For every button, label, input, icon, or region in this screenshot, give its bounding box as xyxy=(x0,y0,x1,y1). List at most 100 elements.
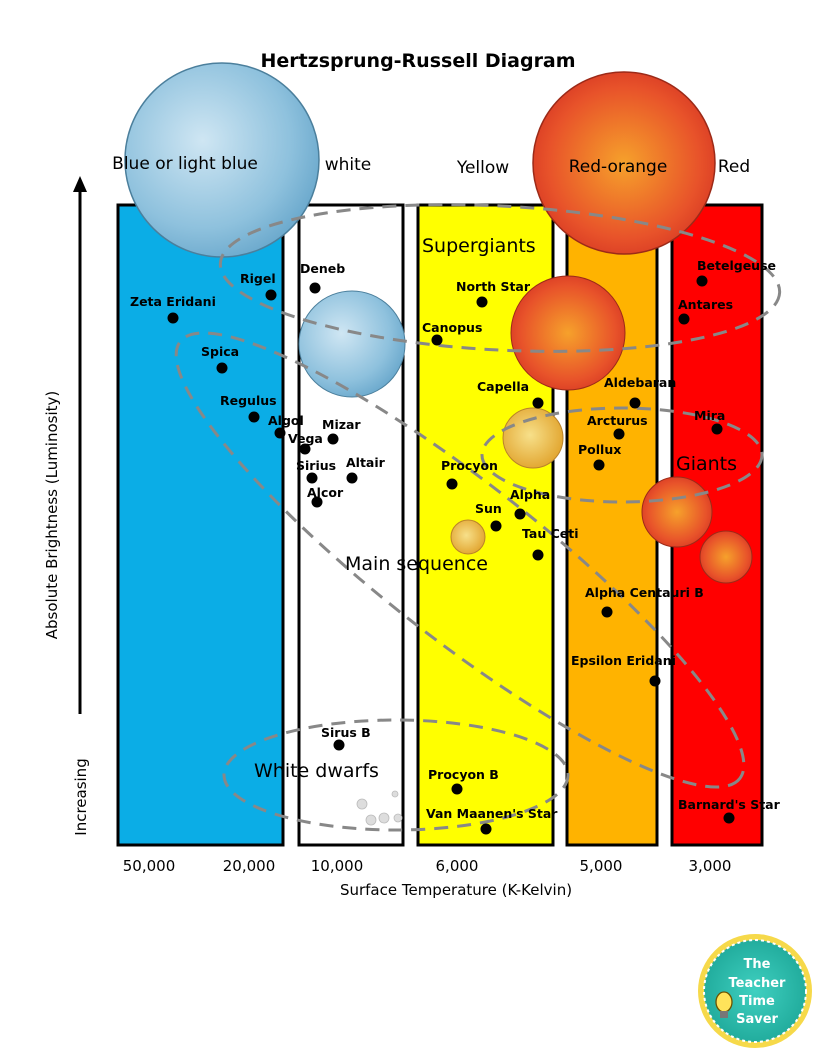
star-dot-zeta-eridani xyxy=(167,312,179,324)
supergiants-region xyxy=(218,203,782,353)
star-label-procyon: Procyon xyxy=(441,458,498,473)
band-label-red: Red xyxy=(718,157,750,177)
large-red-star xyxy=(532,71,716,255)
star-dot-north-star xyxy=(476,296,488,308)
star-label-sirius: Sirius xyxy=(296,458,336,473)
star-dot-regulus xyxy=(248,411,260,423)
star-dot-alpha xyxy=(514,508,526,520)
star-label-alpha-centauri-b: Alpha Centauri B xyxy=(585,585,704,600)
star-label-mizar: Mizar xyxy=(322,417,361,432)
star-dot-procyon xyxy=(446,478,458,490)
star-dot-procyon-b xyxy=(451,783,463,795)
star-dot-deneb xyxy=(309,282,321,294)
star-dot-rigel xyxy=(265,289,277,301)
y-axis-direction-label: Increasing xyxy=(72,758,90,835)
medium-blue-star xyxy=(298,290,406,398)
x-tick-20000: 20,000 xyxy=(223,857,276,875)
star-label-zeta-eridani: Zeta Eridani xyxy=(130,294,216,309)
star-label-barnards-star: Barnard's Star xyxy=(678,797,781,812)
badge-line-2: Teacher xyxy=(729,976,787,991)
star-dots xyxy=(167,275,735,835)
star-label-procyon-b: Procyon B xyxy=(428,767,499,782)
giants-region xyxy=(480,406,764,504)
star-dot-canopus xyxy=(431,334,443,346)
star-label-alpha: Alpha xyxy=(510,487,550,502)
red-star-medium xyxy=(641,476,713,548)
star-label-sirus-b: Sirus B xyxy=(321,725,371,740)
band-label-yellow: Yellow xyxy=(456,158,509,178)
star-label-pollux: Pollux xyxy=(578,442,621,457)
teacher-time-saver-badge: The Teacher Time Saver xyxy=(698,934,812,1048)
star-label-capella: Capella xyxy=(477,379,529,394)
medium-red-star xyxy=(510,275,626,391)
star-label-antares: Antares xyxy=(678,297,733,312)
star-dot-sirus-b xyxy=(333,739,345,751)
star-label-algol: Algol xyxy=(268,413,304,428)
star-label-alcor: Alcor xyxy=(307,485,344,500)
main-sequence-region xyxy=(174,331,746,789)
lightbulb-icon xyxy=(715,991,733,1018)
star-label-arcturus: Arcturus xyxy=(587,413,648,428)
star-dot-alcor xyxy=(311,496,323,508)
star-dot-vega xyxy=(299,443,311,455)
star-label-vega: Vega xyxy=(288,431,323,446)
star-dot-alpha-centauri-b xyxy=(601,606,613,618)
star-label-canopus: Canopus xyxy=(422,320,482,335)
region-label-main-sequence: Main sequence xyxy=(345,553,488,575)
star-label-mira: Mira xyxy=(694,408,725,423)
star-dot-capella xyxy=(532,397,544,409)
star-dot-betelgeuse xyxy=(696,275,708,287)
band-label-white: white xyxy=(325,155,372,175)
star-dot-van-maanens-star xyxy=(480,823,492,835)
star-dot-arcturus xyxy=(613,428,625,440)
y-axis-label: Absolute Brightness (Luminosity) xyxy=(43,391,61,640)
star-dot-mira xyxy=(711,423,723,435)
badge-line-4: Saver xyxy=(736,1012,778,1027)
star-label-betelgeuse: Betelgeuse xyxy=(697,258,776,273)
star-dot-mizar xyxy=(327,433,339,445)
x-tick-10000: 10,000 xyxy=(311,857,364,875)
star-labels: Rigel Deneb Zeta Eridani Spica Regulus A… xyxy=(130,258,781,821)
star-label-altair: Altair xyxy=(346,455,386,470)
white-dwarfs-region xyxy=(222,718,570,832)
band-blue xyxy=(116,203,285,847)
badge-line-1: The xyxy=(744,957,771,972)
badge-line-3: Time xyxy=(739,994,775,1009)
white-dwarf-specks xyxy=(356,790,403,826)
star-dot-sun xyxy=(490,520,502,532)
star-label-aldebaran: Aldebaran xyxy=(604,375,676,390)
red-star-small xyxy=(699,530,753,584)
x-tick-50000: 50,000 xyxy=(123,857,176,875)
star-dot-spica xyxy=(216,362,228,374)
region-label-white-dwarfs: White dwarfs xyxy=(254,760,379,782)
x-tick-5000: 5,000 xyxy=(580,857,623,875)
x-axis-label: Surface Temperature (K-Kelvin) xyxy=(340,881,572,899)
region-label-supergiants: Supergiants xyxy=(422,235,536,257)
region-label-giants: Giants xyxy=(676,453,737,475)
x-tick-3000: 3,000 xyxy=(689,857,732,875)
star-label-spica: Spica xyxy=(201,344,239,359)
star-dot-epsilon-eridani xyxy=(649,675,661,687)
star-label-rigel: Rigel xyxy=(240,271,276,286)
x-tick-6000: 6,000 xyxy=(436,857,479,875)
star-label-tau-ceti: Tau Ceti xyxy=(522,526,579,541)
yellow-star-small xyxy=(450,519,486,555)
star-label-north-star: North Star xyxy=(456,279,531,294)
band-label-red-orange: Red-orange xyxy=(569,157,668,177)
star-dot-algol xyxy=(274,427,286,439)
y-axis-arrow-head xyxy=(73,176,87,192)
star-dot-altair xyxy=(346,472,358,484)
star-label-epsilon-eridani: Epsilon Eridani xyxy=(571,653,676,668)
star-label-deneb: Deneb xyxy=(300,261,345,276)
band-label-blue: Blue or light blue xyxy=(112,154,258,174)
star-dot-sirius xyxy=(306,472,318,484)
yellow-star-large xyxy=(502,407,564,469)
star-dot-antares xyxy=(678,313,690,325)
star-dot-aldebaran xyxy=(629,397,641,409)
star-dot-tau-ceti xyxy=(532,549,544,561)
star-dot-pollux xyxy=(593,459,605,471)
star-label-regulus: Regulus xyxy=(220,393,277,408)
star-label-sun: Sun xyxy=(475,501,502,516)
star-dot-barnards-star xyxy=(723,812,735,824)
